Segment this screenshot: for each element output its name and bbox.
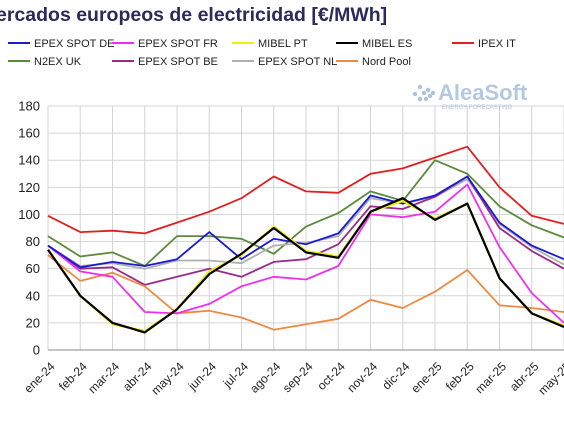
legend-label: MIBEL PT xyxy=(258,38,308,50)
legend-item: IPEX IT xyxy=(452,38,516,50)
y-tick-label: 180 xyxy=(18,99,40,114)
y-tick-label: 100 xyxy=(18,207,40,222)
legend-item: MIBEL PT xyxy=(232,38,308,50)
legend-label: EPEX SPOT DE xyxy=(34,38,115,50)
y-tick-label: 20 xyxy=(26,315,40,330)
logo-dot xyxy=(412,91,418,97)
legend-label: EPEX SPOT FR xyxy=(138,38,218,50)
legend-label: IPEX IT xyxy=(478,38,516,50)
x-tick-label: nov-24 xyxy=(344,359,380,395)
legend-item: EPEX SPOT DE xyxy=(8,38,115,50)
legend-label: N2EX UK xyxy=(34,56,82,68)
x-tick-label: may-25 xyxy=(535,359,564,397)
x-tick-label: jun-24 xyxy=(185,359,219,393)
y-tick-label: 120 xyxy=(18,180,40,195)
x-tick-label: ago-24 xyxy=(247,359,284,396)
y-tick-label: 40 xyxy=(26,288,40,303)
x-tick-label: may-24 xyxy=(148,359,186,397)
legend-label: Nord Pool xyxy=(362,56,411,68)
legend-item: Nord Pool xyxy=(336,56,411,68)
logo-dot xyxy=(425,87,431,93)
x-tick-label: mar-24 xyxy=(85,359,122,396)
logo-brand: AleaSoft xyxy=(438,80,528,105)
x-tick-label: ene-25 xyxy=(408,359,445,396)
series-line-n2ex-uk xyxy=(47,159,564,267)
x-tick-label: sep-24 xyxy=(280,359,316,395)
x-tick-label: ene-24 xyxy=(21,359,58,396)
legend-item: N2EX UK xyxy=(8,56,82,68)
logo-dot xyxy=(421,90,427,96)
x-tick-label: feb-24 xyxy=(56,359,90,393)
y-tick-label: 80 xyxy=(26,234,40,249)
logo-tagline: ENERGY FORECASTING xyxy=(442,105,513,111)
logo-dot xyxy=(423,96,429,102)
x-tick-label: dic-24 xyxy=(379,359,412,392)
x-tick-label: oct-24 xyxy=(314,359,348,393)
legend-label: EPEX SPOT NL xyxy=(258,56,337,68)
y-tick-label: 0 xyxy=(33,343,40,358)
x-tick-label: feb-25 xyxy=(443,359,477,393)
legend-label: EPEX SPOT BE xyxy=(138,56,218,68)
legend-item: EPEX SPOT BE xyxy=(112,56,218,68)
logo-dot xyxy=(430,90,436,96)
series-line-epex-spot-fr xyxy=(47,183,564,324)
series-line-nord-pool xyxy=(47,254,564,331)
y-tick-label: 140 xyxy=(18,153,40,168)
series-line-epex-spot-be xyxy=(47,175,564,286)
logo-dot xyxy=(417,96,423,102)
series-line-mibel-es xyxy=(47,197,564,334)
series-line-ipex-it xyxy=(47,145,564,235)
legend-item: EPEX SPOT NL xyxy=(232,56,337,68)
y-tick-label: 60 xyxy=(26,261,40,276)
logo-dot xyxy=(427,93,433,99)
x-tick-label: mar-25 xyxy=(472,359,509,396)
series-line-epex-spot-de xyxy=(47,175,564,269)
chart-title: ercados europeos de electricidad [€/MWh] xyxy=(0,4,388,26)
legend-item: MIBEL ES xyxy=(336,38,412,50)
legend-label: MIBEL ES xyxy=(362,38,412,50)
legend-item: EPEX SPOT FR xyxy=(112,38,218,50)
logo-dot xyxy=(417,84,423,90)
y-tick-label: 160 xyxy=(18,126,40,141)
